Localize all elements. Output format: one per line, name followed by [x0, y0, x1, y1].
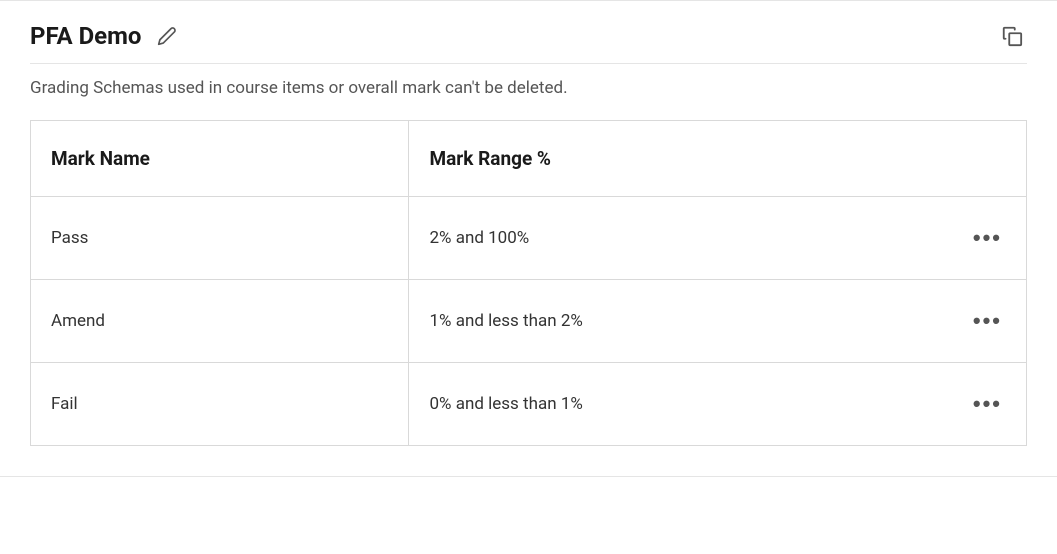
ellipsis-icon: ••• [973, 391, 1002, 416]
mark-range-cell: 1% and less than 2% ••• [409, 280, 1027, 363]
edit-title-button[interactable] [153, 22, 181, 50]
mark-range-text: 2% and 100% [429, 228, 529, 248]
row-actions-button[interactable]: ••• [969, 389, 1006, 419]
schema-description: Grading Schemas used in course items or … [30, 78, 1027, 98]
table-row: Pass 2% and 100% ••• [31, 197, 1027, 280]
pencil-icon [157, 26, 177, 46]
mark-range-text: 1% and less than 2% [429, 311, 582, 331]
table-header-row: Mark Name Mark Range % [31, 121, 1027, 197]
mark-name-cell: Fail [31, 363, 409, 446]
mark-range-text: 0% and less than 1% [429, 394, 582, 414]
col-header-range: Mark Range % [409, 121, 1027, 197]
panel-header: PFA Demo [30, 21, 1027, 64]
mark-name-cell: Pass [31, 197, 409, 280]
ellipsis-icon: ••• [973, 225, 1002, 250]
col-header-name: Mark Name [31, 121, 409, 197]
copy-schema-button[interactable] [997, 21, 1027, 51]
mark-range-cell: 2% and 100% ••• [409, 197, 1027, 280]
table-row: Amend 1% and less than 2% ••• [31, 280, 1027, 363]
table-row: Fail 0% and less than 1% ••• [31, 363, 1027, 446]
schema-title: PFA Demo [30, 22, 141, 50]
row-actions-button[interactable]: ••• [969, 306, 1006, 336]
ellipsis-icon: ••• [973, 308, 1002, 333]
row-actions-button[interactable]: ••• [969, 223, 1006, 253]
title-group: PFA Demo [30, 22, 181, 50]
mark-name-cell: Amend [31, 280, 409, 363]
copy-icon [1001, 25, 1023, 47]
grading-schema-panel: PFA Demo Grading Schemas used in course … [0, 0, 1057, 477]
grading-table: Mark Name Mark Range % Pass 2% and 100% … [30, 120, 1027, 446]
mark-range-cell: 0% and less than 1% ••• [409, 363, 1027, 446]
